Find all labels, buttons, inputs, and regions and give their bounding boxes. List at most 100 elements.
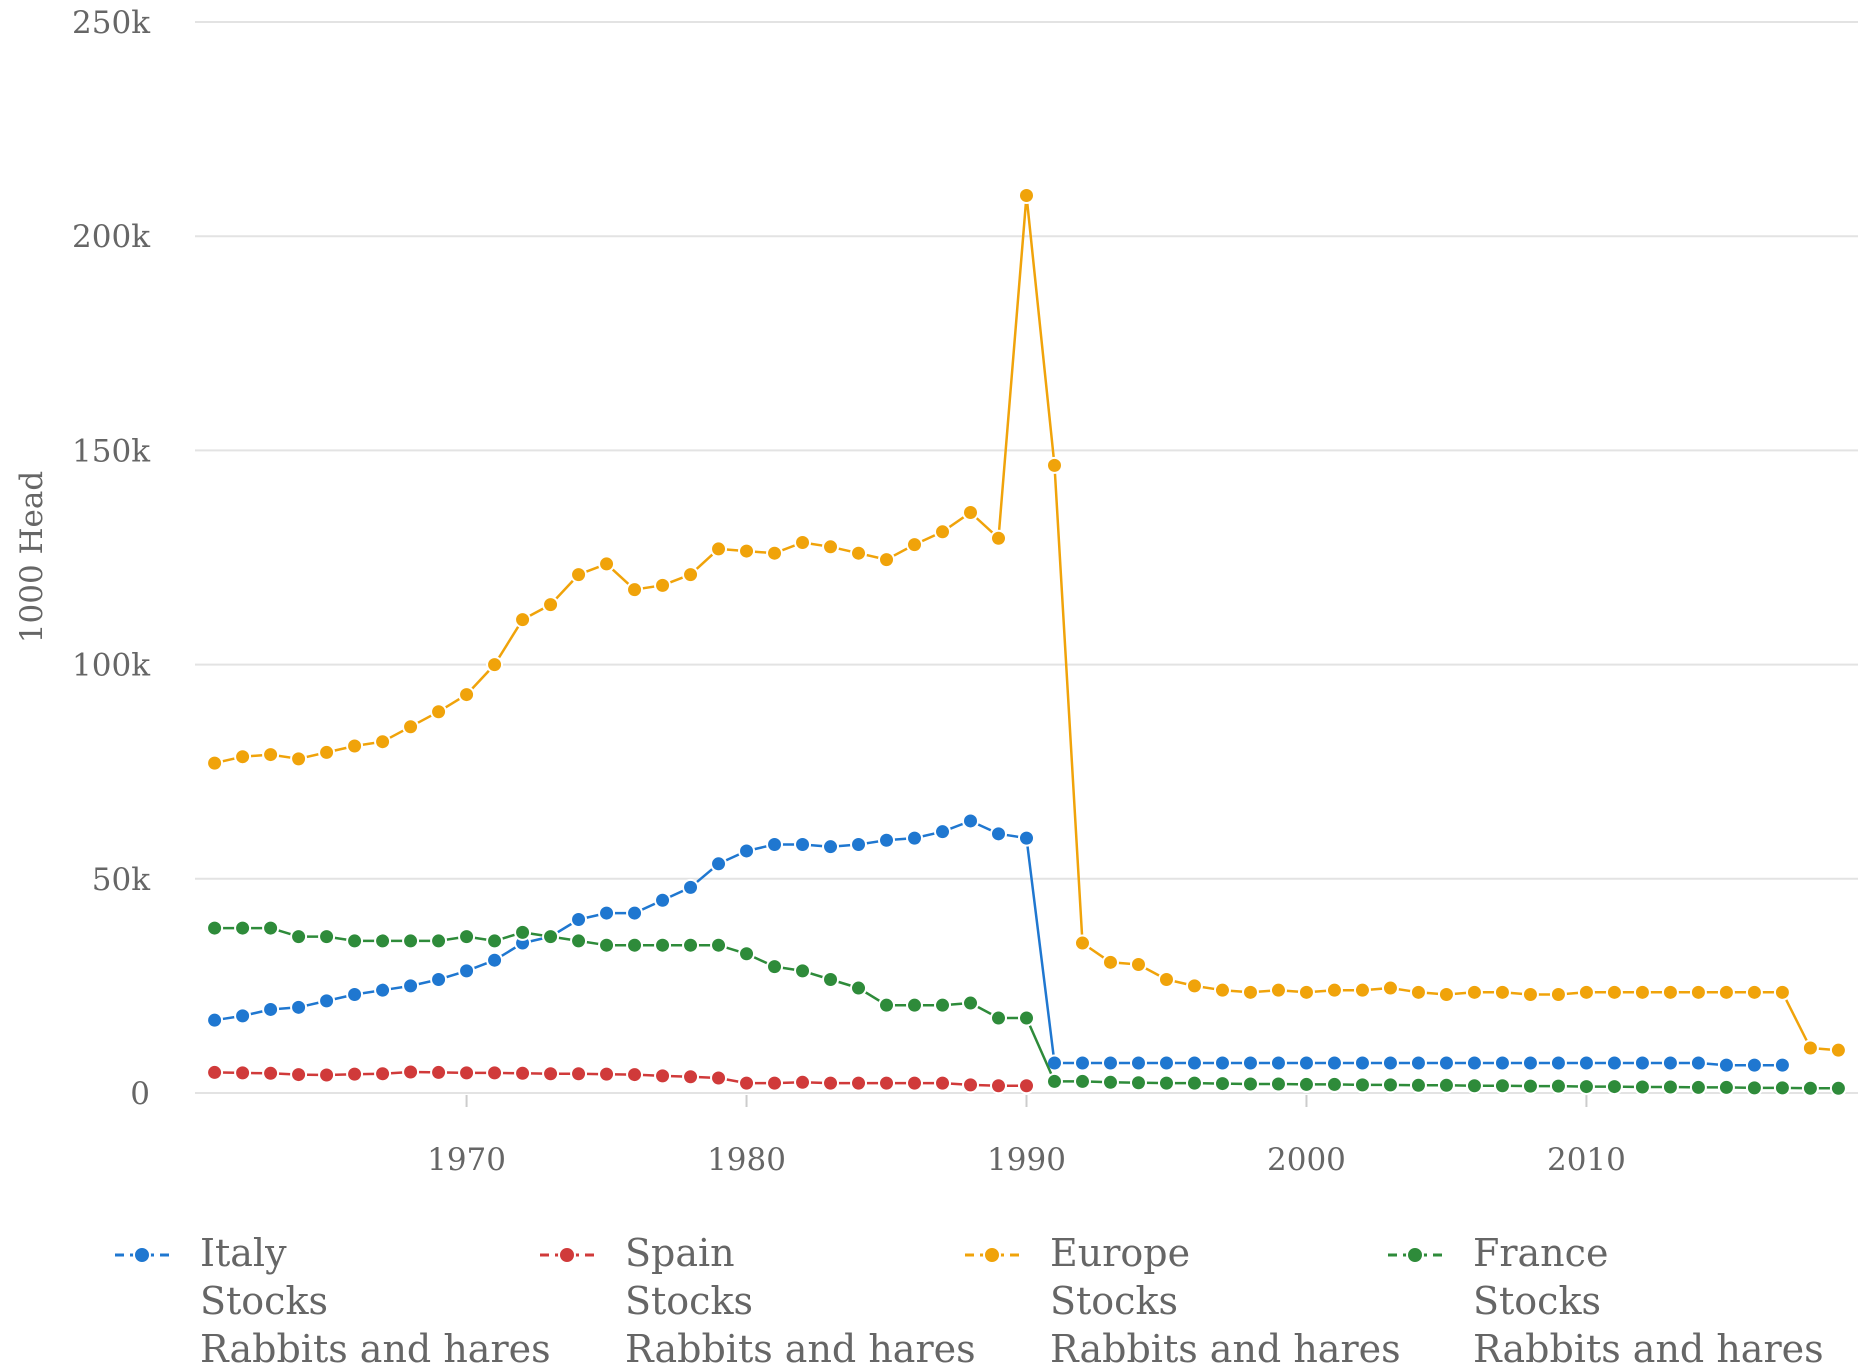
data-point[interactable] — [654, 576, 672, 594]
data-point[interactable] — [1549, 1054, 1567, 1072]
data-point[interactable] — [318, 928, 336, 946]
data-point[interactable] — [1241, 983, 1259, 1001]
data-point[interactable] — [458, 928, 476, 946]
data-point[interactable] — [1437, 1054, 1455, 1072]
data-point[interactable] — [598, 555, 616, 573]
data-point[interactable] — [598, 904, 616, 922]
data-point[interactable] — [1101, 1054, 1119, 1072]
data-point[interactable] — [234, 1064, 252, 1082]
data-point[interactable] — [1409, 1076, 1427, 1094]
data-point[interactable] — [374, 932, 392, 950]
data-point[interactable] — [850, 544, 868, 562]
data-point[interactable] — [1185, 977, 1203, 995]
data-point[interactable] — [1549, 1077, 1567, 1095]
data-point[interactable] — [262, 746, 280, 764]
data-point[interactable] — [850, 836, 868, 854]
data-point[interactable] — [1801, 1079, 1819, 1097]
data-point[interactable] — [682, 1068, 700, 1086]
data-point[interactable] — [822, 970, 840, 988]
data-point[interactable] — [906, 829, 924, 847]
data-point[interactable] — [542, 928, 560, 946]
data-point[interactable] — [514, 1064, 532, 1082]
data-point[interactable] — [682, 566, 700, 584]
data-point[interactable] — [458, 686, 476, 704]
data-point[interactable] — [570, 1065, 588, 1083]
data-point[interactable] — [1129, 1054, 1147, 1072]
data-point[interactable] — [1493, 1054, 1511, 1072]
data-point[interactable] — [1213, 981, 1231, 999]
data-point[interactable] — [430, 932, 448, 950]
data-point[interactable] — [990, 825, 1008, 843]
data-point[interactable] — [402, 932, 420, 950]
data-point[interactable] — [1018, 1077, 1035, 1095]
data-point[interactable] — [878, 551, 896, 569]
data-point[interactable] — [850, 1074, 868, 1092]
data-point[interactable] — [1045, 456, 1063, 474]
data-point[interactable] — [962, 994, 980, 1012]
data-point[interactable] — [458, 1064, 476, 1082]
data-point[interactable] — [1185, 1054, 1203, 1072]
data-point[interactable] — [318, 743, 336, 761]
data-point[interactable] — [1073, 1054, 1091, 1072]
data-point[interactable] — [1689, 983, 1707, 1001]
data-point[interactable] — [374, 981, 392, 999]
data-point[interactable] — [1269, 1075, 1287, 1093]
data-point[interactable] — [486, 656, 504, 674]
data-point[interactable] — [1493, 1077, 1511, 1095]
data-point[interactable] — [990, 529, 1008, 547]
data-point[interactable] — [1409, 983, 1427, 1001]
data-point[interactable] — [234, 919, 252, 937]
data-point[interactable] — [1325, 1054, 1343, 1072]
data-point[interactable] — [318, 992, 336, 1010]
data-point[interactable] — [1717, 1056, 1735, 1074]
data-point[interactable] — [1381, 979, 1399, 997]
data-point[interactable] — [514, 923, 532, 941]
data-point[interactable] — [402, 977, 420, 995]
data-point[interactable] — [290, 998, 308, 1016]
data-point[interactable] — [1745, 983, 1763, 1001]
data-point[interactable] — [1605, 1054, 1623, 1072]
data-point[interactable] — [1605, 1078, 1623, 1096]
data-point[interactable] — [430, 970, 448, 988]
data-point[interactable] — [710, 936, 728, 954]
data-point[interactable] — [206, 1011, 224, 1029]
data-point[interactable] — [1157, 1054, 1175, 1072]
data-point[interactable] — [1633, 1054, 1651, 1072]
data-point[interactable] — [1521, 1077, 1539, 1095]
data-point[interactable] — [346, 985, 364, 1003]
data-point[interactable] — [1549, 985, 1567, 1003]
data-point[interactable] — [682, 936, 700, 954]
data-point[interactable] — [1353, 1054, 1371, 1072]
data-point[interactable] — [1353, 981, 1371, 999]
data-point[interactable] — [738, 542, 756, 560]
data-point[interactable] — [878, 1074, 896, 1092]
data-point[interactable] — [374, 1065, 392, 1083]
data-point[interactable] — [1773, 1079, 1791, 1097]
data-point[interactable] — [934, 996, 952, 1014]
data-point[interactable] — [570, 566, 588, 584]
data-point[interactable] — [598, 936, 616, 954]
data-point[interactable] — [1801, 1039, 1819, 1057]
data-point[interactable] — [1577, 983, 1595, 1001]
data-point[interactable] — [1577, 1054, 1595, 1072]
data-point[interactable] — [682, 878, 700, 896]
data-point[interactable] — [1381, 1076, 1399, 1094]
data-point[interactable] — [1745, 1079, 1763, 1097]
data-point[interactable] — [1717, 1078, 1735, 1096]
data-point[interactable] — [318, 1066, 336, 1084]
data-point[interactable] — [1521, 1054, 1539, 1072]
data-point[interactable] — [766, 958, 784, 976]
data-point[interactable] — [542, 596, 560, 614]
data-point[interactable] — [1437, 985, 1455, 1003]
data-point[interactable] — [1297, 1075, 1315, 1093]
data-point[interactable] — [934, 1074, 952, 1092]
data-point[interactable] — [766, 836, 784, 854]
data-point[interactable] — [570, 910, 588, 928]
data-point[interactable] — [598, 1065, 616, 1083]
data-point[interactable] — [1157, 1074, 1175, 1092]
data-point[interactable] — [906, 996, 924, 1014]
data-point[interactable] — [794, 836, 812, 854]
data-point[interactable] — [1689, 1078, 1707, 1096]
